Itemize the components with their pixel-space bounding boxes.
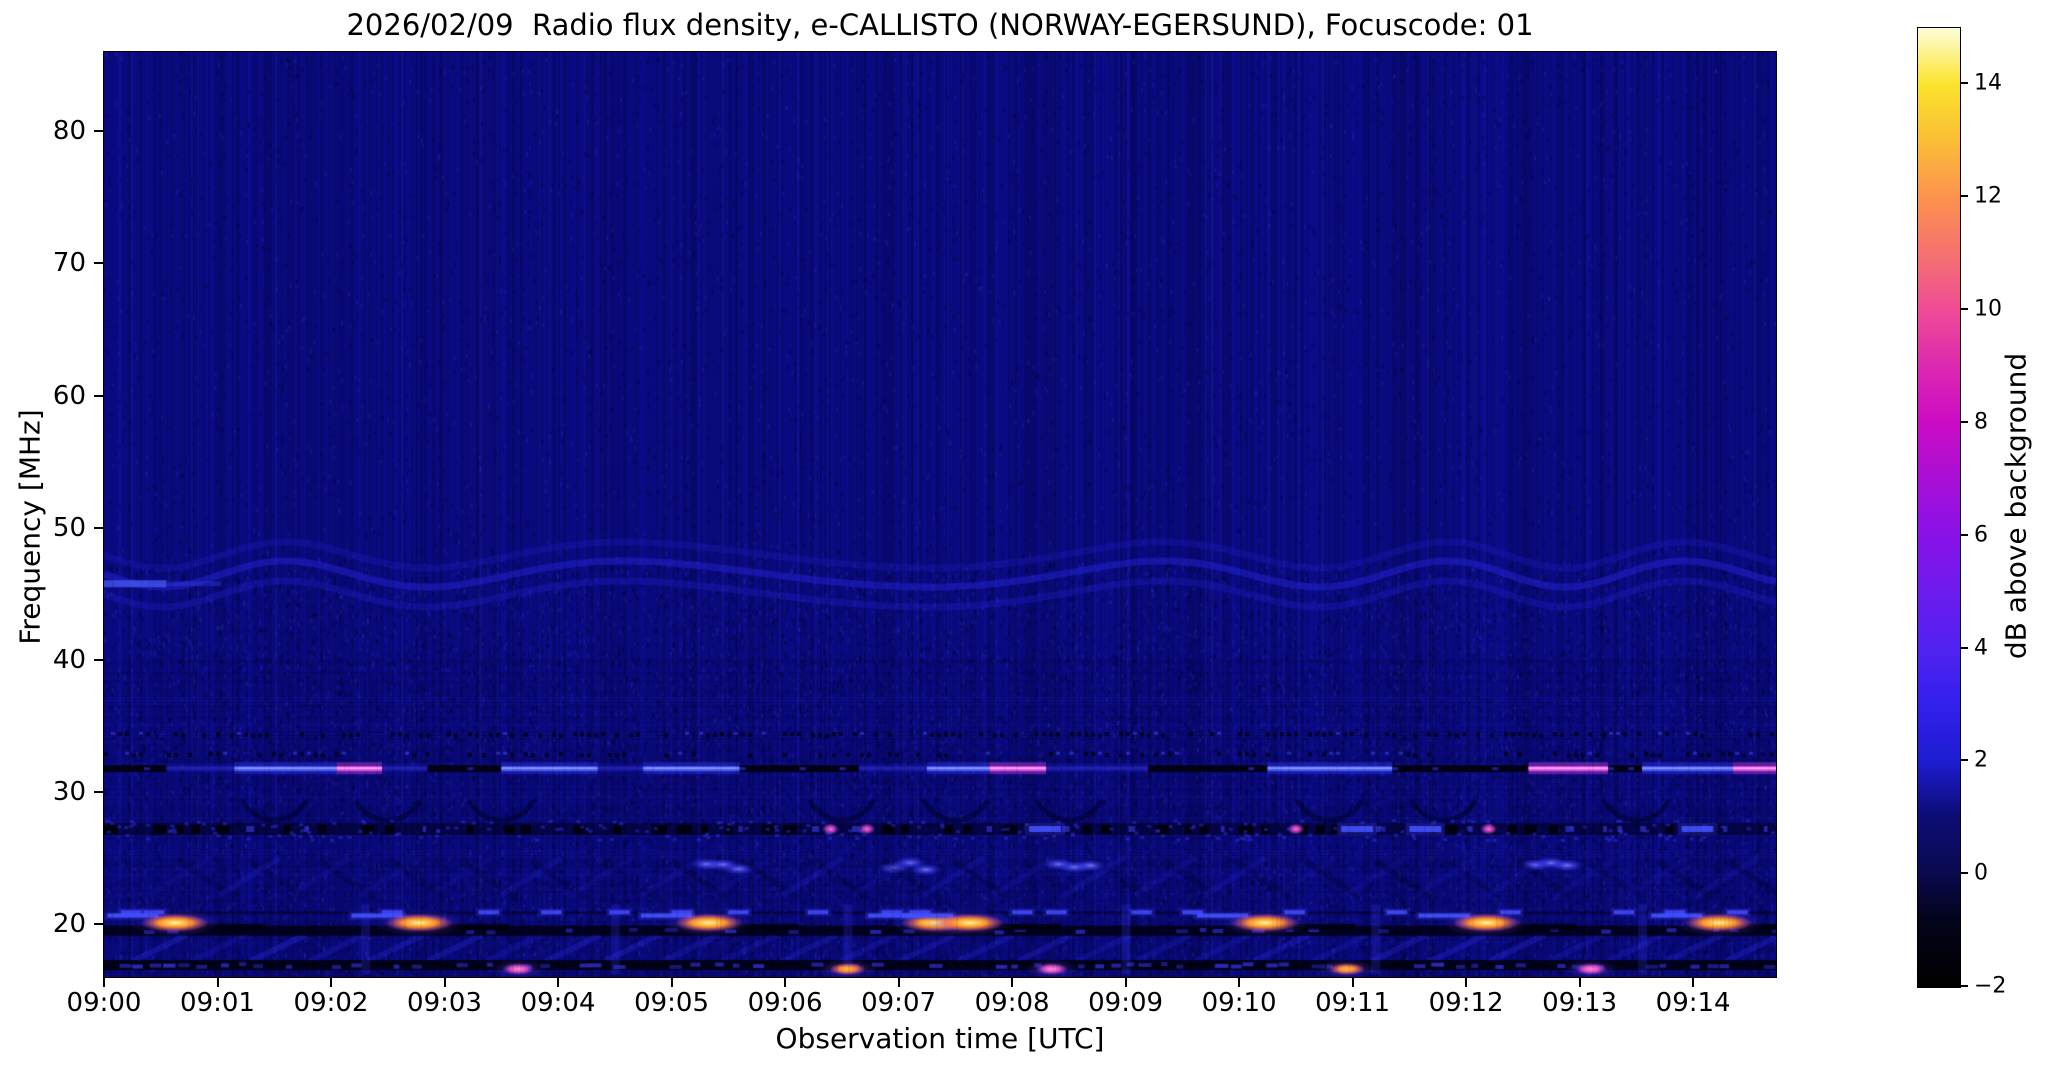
colorbar-tick-label: 2 [1974,747,1988,773]
y-tick-mark [94,658,104,661]
colorbar [1917,27,1961,988]
colorbar-tick-mark [1960,195,1968,198]
x-tick-label: 09:03 [407,988,482,1018]
x-tick-mark [443,977,446,987]
colorbar-tick-mark [1960,985,1968,987]
x-tick-label: 09:07 [861,988,937,1018]
colorbar-tick-mark [1960,759,1968,762]
colorbar-tick-label: 8 [1974,409,1988,435]
x-axis-label: Observation time [UTC] [775,1022,1105,1055]
y-tick-mark [94,791,104,793]
colorbar-tick-label: 10 [1974,296,2002,322]
x-tick-mark [216,977,219,987]
colorbar-tick-mark [1960,308,1968,311]
colorbar-tick-mark [1960,420,1968,423]
chart-title: 2026/02/09 Radio flux density, e-CALLIST… [346,8,1534,42]
x-tick-mark [1578,977,1581,987]
colorbar-tick-mark [1960,646,1968,649]
y-tick-label: 50 [52,512,86,543]
colorbar-tick-mark [1960,82,1968,85]
colorbar-tick-label: 6 [1974,522,1988,548]
x-tick-label: 09:11 [1315,988,1391,1018]
x-tick-label: 09:06 [747,988,823,1018]
x-tick-mark [557,977,560,987]
x-tick-mark [670,977,673,987]
x-tick-label: 09:13 [1542,988,1618,1018]
x-tick-mark [1692,977,1695,987]
x-tick-mark [1465,977,1468,987]
y-tick-label: 60 [52,380,86,411]
x-tick-label: 09:10 [1201,988,1277,1018]
colorbar-tick-label: 14 [1974,70,2002,96]
y-tick-label: 30 [52,777,86,807]
x-tick-label: 09:14 [1655,988,1731,1018]
x-tick-mark [103,977,105,987]
x-tick-mark [1124,977,1127,987]
x-tick-label: 09:05 [634,988,710,1018]
y-tick-label: 80 [52,116,86,147]
x-tick-mark [784,977,787,987]
y-tick-mark [94,923,104,926]
y-tick-mark [94,526,104,529]
x-tick-label: 09:09 [1088,988,1164,1018]
colorbar-tick-label: 4 [1974,635,1988,661]
colorbar-tick-mark [1960,872,1968,875]
x-tick-label: 09:08 [974,988,1050,1018]
y-tick-label: 70 [52,248,86,279]
x-tick-mark [330,977,333,987]
colorbar-label: dB above background [1999,352,2033,660]
y-tick-mark [94,262,104,265]
y-tick-label: 20 [52,909,86,940]
y-tick-mark [94,394,104,397]
x-tick-label: 09:12 [1428,988,1504,1018]
colorbar-tick-mark [1960,533,1968,536]
x-tick-mark [1351,977,1354,987]
colorbar-tick-label: 0 [1974,860,1988,886]
y-tick-mark [94,130,104,133]
x-tick-mark [1011,977,1014,987]
spectrogram-image [103,51,1777,978]
y-tick-label: 40 [52,644,86,675]
colorbar-tick-label: −2 [1974,973,2007,999]
x-tick-mark [897,977,900,987]
x-tick-mark [1238,977,1241,987]
x-tick-label: 09:00 [66,988,142,1018]
x-tick-label: 09:02 [293,988,369,1018]
x-tick-label: 09:04 [520,988,596,1018]
colorbar-tick-label: 12 [1974,183,2002,209]
x-tick-label: 09:01 [180,988,255,1018]
